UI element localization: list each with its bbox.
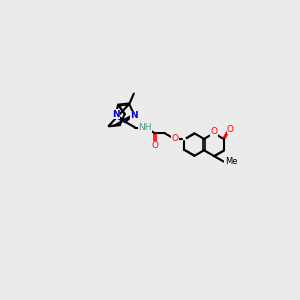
Text: O: O (152, 141, 158, 150)
Text: N: N (130, 111, 138, 120)
Text: O: O (227, 124, 234, 134)
Text: N: N (112, 110, 119, 119)
Text: O: O (171, 134, 178, 143)
Text: Me: Me (225, 157, 237, 166)
Text: NH: NH (138, 123, 152, 132)
Text: O: O (210, 128, 218, 136)
